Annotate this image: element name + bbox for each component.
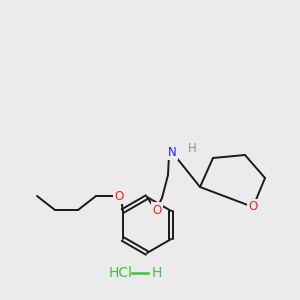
Text: HCl: HCl [109, 266, 133, 280]
Text: O: O [248, 200, 258, 214]
Text: O: O [152, 203, 162, 217]
Text: N: N [168, 146, 176, 158]
Text: H: H [188, 142, 196, 154]
Text: O: O [114, 190, 124, 202]
Text: H: H [152, 266, 162, 280]
